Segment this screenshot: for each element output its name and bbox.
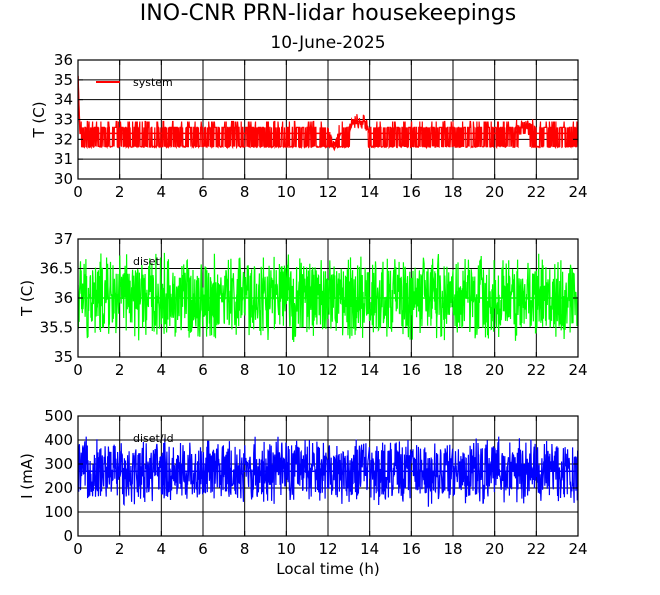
x-tick-label: 6	[198, 361, 208, 379]
y-tick-label: 35	[54, 348, 73, 366]
series-line	[78, 75, 578, 152]
y-tick-label: 31	[54, 150, 73, 168]
x-tick-label: 0	[73, 183, 83, 201]
y-tick-label: 500	[44, 407, 73, 425]
y-axis-label: I (mA)	[18, 453, 36, 499]
y-tick-label: 33	[54, 111, 73, 129]
x-tick-label: 22	[527, 540, 546, 558]
x-tick-label: 12	[318, 361, 337, 379]
figure-subtitle: 10-June-2025	[270, 33, 385, 53]
legend: diset/ld	[133, 432, 174, 445]
y-tick-label: 300	[44, 455, 73, 473]
x-tick-label: 22	[527, 183, 546, 201]
x-tick-label: 2	[115, 540, 125, 558]
y-axis-label: T (C)	[18, 280, 36, 317]
x-tick-label: 0	[73, 540, 83, 558]
x-tick-label: 4	[157, 361, 167, 379]
x-tick-label: 24	[568, 183, 587, 201]
x-tick-label: 24	[568, 361, 587, 379]
legend: system	[96, 76, 173, 89]
x-tick-label: 18	[443, 361, 462, 379]
x-tick-label: 20	[485, 540, 504, 558]
x-axis-label: Local time (h)	[276, 560, 380, 578]
x-tick-label: 8	[240, 361, 250, 379]
y-tick-label: 0	[63, 527, 73, 545]
y-axis-label: T (C)	[30, 101, 48, 138]
series-trace	[78, 75, 578, 150]
y-tick-label: 36	[54, 51, 73, 69]
x-tick-label: 0	[73, 361, 83, 379]
y-tick-label: 36.5	[40, 260, 73, 278]
y-tick-label: 35	[54, 71, 73, 89]
x-tick-label: 8	[240, 540, 250, 558]
series-trace	[78, 252, 578, 343]
x-tick-label: 18	[443, 183, 462, 201]
x-tick-label: 14	[360, 183, 379, 201]
x-tick-label: 10	[277, 361, 296, 379]
x-tick-label: 14	[360, 361, 379, 379]
x-tick-label: 16	[402, 540, 421, 558]
legend-label: diset/ld	[133, 432, 174, 445]
x-tick-label: 16	[402, 361, 421, 379]
x-tick-label: 24	[568, 540, 587, 558]
y-tick-label: 32	[54, 130, 73, 148]
x-tick-label: 10	[277, 183, 296, 201]
x-tick-label: 20	[485, 361, 504, 379]
x-tick-label: 6	[198, 540, 208, 558]
x-tick-label: 20	[485, 183, 504, 201]
x-tick-label: 18	[443, 540, 462, 558]
legend-label: diset	[133, 255, 161, 268]
legend: diset	[133, 255, 161, 268]
y-tick-label: 200	[44, 479, 73, 497]
x-tick-label: 4	[157, 183, 167, 201]
x-tick-label: 22	[527, 361, 546, 379]
x-tick-label: 8	[240, 183, 250, 201]
y-tick-label: 34	[54, 91, 73, 109]
x-tick-label: 4	[157, 540, 167, 558]
y-tick-label: 37	[54, 230, 73, 248]
figure-title: INO-CNR PRN-lidar housekeepings	[140, 1, 516, 26]
x-tick-label: 12	[318, 540, 337, 558]
x-tick-label: 6	[198, 183, 208, 201]
x-tick-label: 12	[318, 183, 337, 201]
x-tick-label: 2	[115, 361, 125, 379]
x-tick-label: 2	[115, 183, 125, 201]
y-tick-label: 36	[54, 289, 73, 307]
y-tick-label: 100	[44, 503, 73, 521]
x-tick-label: 16	[402, 183, 421, 201]
x-tick-label: 14	[360, 540, 379, 558]
y-tick-label: 35.5	[40, 319, 73, 337]
y-tick-label: 400	[44, 431, 73, 449]
y-tick-label: 30	[54, 170, 73, 188]
series-trace	[78, 436, 578, 507]
legend-label: system	[133, 76, 173, 89]
x-tick-label: 10	[277, 540, 296, 558]
